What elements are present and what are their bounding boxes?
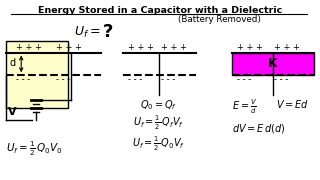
Text: - - -: - - -: [274, 75, 288, 84]
Text: $U_f = \frac{1}{2}\,Q_0 V_0$: $U_f = \frac{1}{2}\,Q_0 V_0$: [6, 139, 63, 158]
Text: + + +: + + +: [56, 43, 82, 52]
Text: + + +: + + +: [274, 43, 300, 52]
Text: $E = \frac{V}{d}$: $E = \frac{V}{d}$: [232, 98, 258, 116]
Text: $U_f = \frac{1}{2}\,Q_f V_f$: $U_f = \frac{1}{2}\,Q_f V_f$: [133, 114, 185, 132]
Text: V: V: [8, 107, 17, 117]
Text: $\mathbf{?}$: $\mathbf{?}$: [101, 23, 113, 41]
Text: $U_f = \frac{1}{2}\,Q_0 V_f$: $U_f = \frac{1}{2}\,Q_0 V_f$: [132, 134, 186, 152]
Text: + + +: + + +: [128, 43, 154, 52]
Text: $Q_0 = Q_f$: $Q_0 = Q_f$: [140, 98, 178, 112]
Text: + + +: + + +: [161, 43, 187, 52]
Bar: [232, 53, 314, 75]
Text: - - -: - - -: [237, 75, 252, 84]
Text: - - -: - - -: [161, 75, 175, 84]
Bar: [6, 41, 68, 108]
Text: $V = Ed$: $V = Ed$: [276, 98, 309, 110]
Text: - - -: - - -: [56, 75, 70, 84]
Text: + + +: + + +: [237, 43, 263, 52]
Text: $dV = E\,d(d)$: $dV = E\,d(d)$: [232, 123, 286, 136]
Text: K: K: [268, 57, 278, 70]
Text: $U_f = $: $U_f = $: [74, 25, 100, 40]
Text: (Battery Removed): (Battery Removed): [178, 15, 261, 24]
Text: - - -: - - -: [128, 75, 142, 84]
Text: + + +: + + +: [16, 43, 42, 52]
Text: d: d: [9, 58, 15, 68]
Text: - - -: - - -: [16, 75, 30, 84]
Text: Energy Stored in a Capacitor with a Dielectric: Energy Stored in a Capacitor with a Diel…: [38, 6, 282, 15]
